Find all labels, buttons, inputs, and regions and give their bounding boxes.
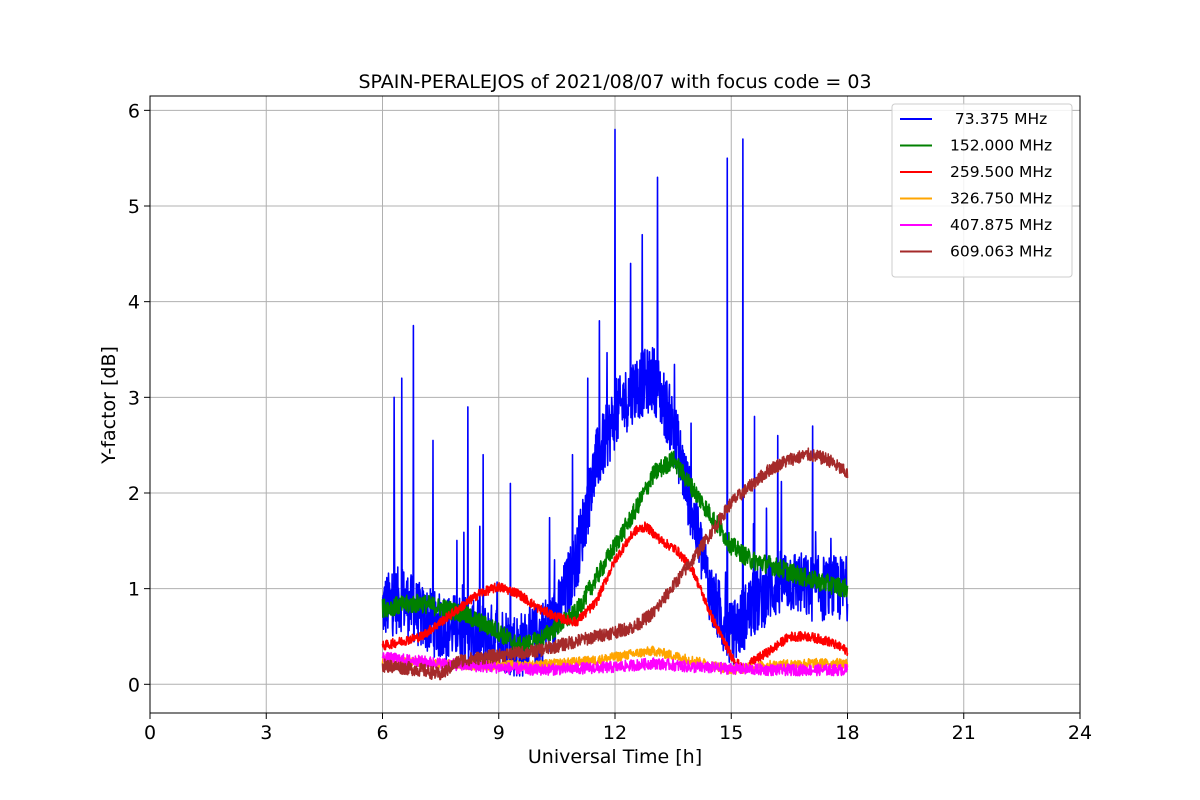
series-line [381,447,849,681]
x-axis-label: Universal Time [h] [528,746,702,768]
legend-label: 73.375 MHz [950,110,1047,128]
chart-title: SPAIN-PERALEJOS of 2021/08/07 with focus… [358,71,871,93]
legend-label: 609.063 MHz [950,243,1052,261]
series-line [381,450,849,655]
x-tick-label: 24 [1068,722,1092,744]
legend: 73.375 MHz 152.000 MHz 259.500 MHz 326.750 … [891,103,1073,278]
y-tick-label: 1 [128,579,140,601]
x-tick-label: 3 [260,722,272,744]
y-axis-label: Y-factor [dB] [98,346,120,465]
y-tick-label: 4 [128,292,140,314]
legend-label: 259.500 MHz [950,163,1052,181]
y-tick-label: 2 [128,483,140,505]
series-layer [381,128,849,681]
y-tick-label: 5 [128,196,140,218]
x-tick-label: 21 [952,722,976,744]
legend-label: 152.000 MHz [950,137,1052,155]
x-tick-label: 18 [835,722,859,744]
legend-label: 326.750 MHz [950,190,1052,208]
x-tick-label: 12 [603,722,627,744]
legend-box [891,103,1073,278]
series-line [381,128,849,677]
y-tick-label: 6 [128,100,140,122]
legend-label: 407.875 MHz [950,216,1052,234]
y-tick-label: 0 [128,674,140,696]
series-line [381,521,849,674]
x-tick-label: 9 [493,722,505,744]
y-tick-label: 3 [128,387,140,409]
x-tick-label: 0 [144,722,156,744]
x-tick-label: 6 [376,722,388,744]
x-tick-label: 15 [719,722,743,744]
